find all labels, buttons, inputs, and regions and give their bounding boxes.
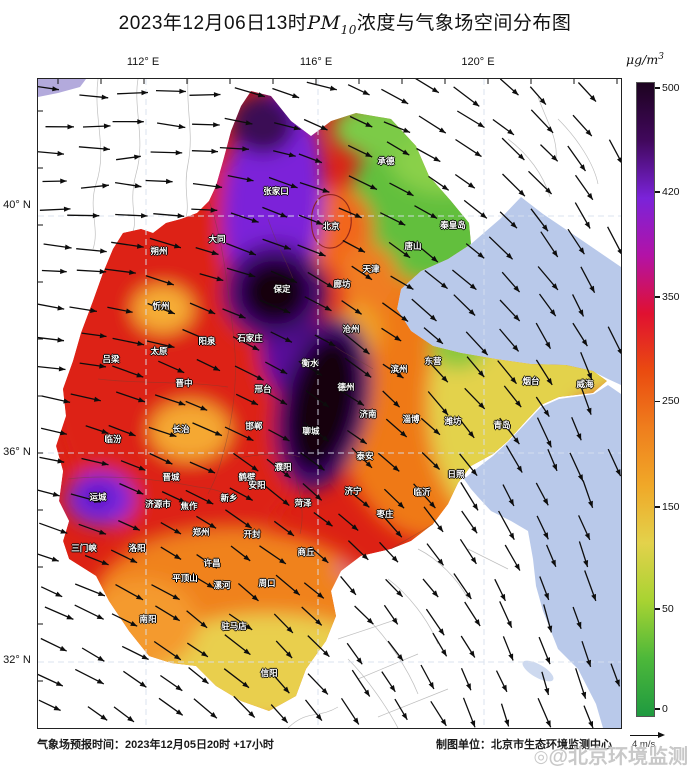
wind-speed-label: 4 m/s	[632, 739, 656, 750]
city-label: 保定	[273, 284, 291, 294]
colorbar-tick-label: 50	[655, 603, 674, 615]
title-suffix: 浓度与气象场空间分布图	[356, 13, 572, 34]
longitude-tick-label: 120° E	[461, 56, 495, 68]
wind-speed-legend: 4 m/s	[630, 730, 676, 756]
city-label: 信阳	[260, 668, 278, 678]
bohai-sea	[397, 197, 621, 385]
city-label: 鹤壁	[238, 472, 256, 482]
city-label: 郑州	[192, 527, 210, 537]
colorbar-tick-label: 150	[655, 501, 680, 513]
city-label: 洛阳	[128, 543, 146, 553]
city-label: 沧州	[342, 324, 360, 334]
title-pm: PM	[307, 12, 341, 34]
city-label: 济宁	[344, 486, 362, 496]
city-label: 潍坊	[444, 416, 462, 426]
city-label: 运城	[89, 492, 107, 502]
wind-reference-arrow	[630, 735, 660, 737]
latitude-tick-label: 36° N	[3, 446, 31, 458]
city-label: 临汾	[104, 434, 122, 444]
colorbar-tick-label: 350	[655, 291, 680, 303]
city-label: 济南	[359, 409, 377, 419]
city-label: 德州	[337, 382, 355, 392]
map-canvas	[38, 79, 621, 728]
longitude-tick-label: 112° E	[126, 56, 160, 68]
city-label: 滨州	[390, 364, 408, 374]
city-label: 临沂	[413, 487, 431, 497]
colorbar-tick-label: 420	[655, 186, 680, 198]
border-ticks	[38, 79, 618, 682]
watermark-text: @北京环境监测	[548, 746, 688, 767]
city-label: 晋城	[162, 472, 180, 482]
colorbar: 500 420 350 250 150 50 0	[636, 82, 690, 717]
city-label: 济源市	[145, 499, 171, 509]
longitude-tick-label: 116° E	[299, 56, 333, 68]
city-label: 衡水	[301, 358, 319, 368]
city-label: 日照	[447, 469, 465, 479]
producer-text: 制图单位：北京市生态环境监测中心	[436, 739, 612, 751]
city-label: 周口	[258, 578, 276, 588]
latitude-tick-label: 32° N	[3, 654, 31, 666]
city-label: 淄博	[402, 414, 420, 424]
city-label: 邢台	[254, 384, 272, 394]
colorbar-tick-label: 250	[655, 395, 680, 407]
city-label: 新乡	[220, 493, 238, 503]
city-label: 忻州	[152, 301, 170, 311]
city-label: 烟台	[522, 376, 540, 386]
city-label: 开封	[243, 529, 261, 539]
city-label: 承德	[377, 156, 395, 166]
beijing-border	[310, 194, 352, 249]
inner-boundaries	[67, 200, 434, 550]
wind-reference-arrowhead	[658, 732, 665, 739]
city-label: 天津	[362, 264, 380, 274]
city-label: 三门峡	[71, 543, 97, 553]
city-label: 吕梁	[102, 354, 120, 364]
city-label: 枣庄	[376, 509, 394, 519]
watermark-logo-icon: ◎	[533, 747, 549, 766]
city-label: 南阳	[139, 614, 157, 624]
city-label: 邯郸	[245, 421, 263, 431]
city-label: 平顶山	[172, 573, 198, 583]
city-label: 泰安	[356, 451, 374, 461]
title-date: 2023年12月06日13时	[118, 13, 308, 34]
city-label: 菏泽	[294, 498, 312, 508]
city-label: 长治	[172, 424, 190, 434]
city-label: 商丘	[297, 547, 315, 557]
colorbar-tick-label: 500	[655, 82, 680, 94]
city-label: 朔州	[150, 246, 168, 256]
city-label: 北京	[322, 221, 340, 231]
title-pm-subscript: 10	[340, 22, 357, 37]
city-label: 唐山	[404, 241, 422, 251]
city-label: 漯河	[213, 580, 231, 590]
corner-patch	[38, 79, 86, 97]
city-label: 大同	[208, 234, 226, 244]
city-label: 秦皇岛	[440, 220, 466, 230]
city-label: 晋中	[175, 378, 193, 388]
city-label: 驻马店	[221, 621, 247, 631]
wind-arrows	[38, 79, 621, 728]
city-label: 太原	[150, 346, 168, 356]
watermark: ◎@北京环境监测	[534, 740, 688, 767]
forecast-time-text: 气象场预报时间：2023年12月05日20时 +17小时	[37, 739, 274, 751]
city-label: 安阳	[248, 480, 266, 490]
map-plot-area: 张家口 承德北京大同 秦皇岛唐山天津廊坊保定 朔州忻州沧州石家庄 阳泉太原吕梁 衡水 东营滨…	[37, 78, 622, 729]
city-label: 阳泉	[198, 336, 216, 346]
colorbar-unit: μg/m3	[626, 52, 664, 68]
city-label: 焦作	[180, 501, 198, 511]
city-label: 廊坊	[333, 279, 351, 289]
city-label: 威海	[576, 379, 594, 389]
colorbar-tick-label: 0	[655, 703, 668, 715]
lake	[521, 659, 555, 683]
city-label: 石家庄	[237, 333, 263, 343]
page-title: 2023年12月06日13时PM10浓度与气象场空间分布图	[0, 8, 690, 37]
colorbar-gradient	[636, 82, 655, 717]
city-label: 青岛	[493, 420, 511, 430]
latitude-tick-label: 40° N	[3, 199, 31, 211]
city-label: 聊城	[302, 426, 320, 436]
city-label: 东营	[424, 356, 442, 366]
city-label: 许昌	[203, 558, 221, 568]
city-label: 张家口	[263, 186, 289, 196]
city-label: 濮阳	[274, 462, 292, 472]
